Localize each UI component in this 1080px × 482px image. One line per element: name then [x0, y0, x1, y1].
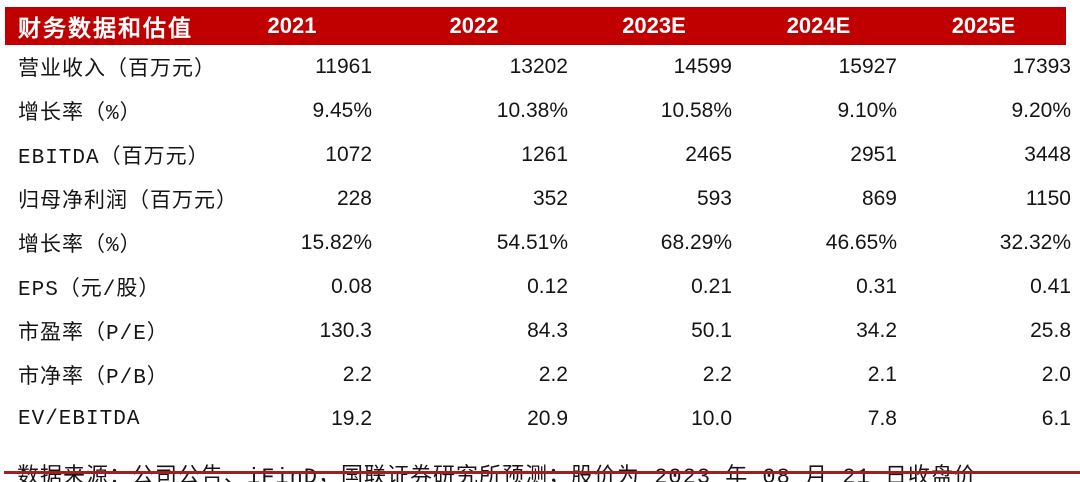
- table-title: 财务数据和估值: [5, 7, 208, 45]
- metric-label: EPS（元/股）: [18, 279, 161, 302]
- metric-value: 130.3: [319, 319, 372, 342]
- metric-value: 34.2: [856, 319, 897, 342]
- metric-value: 32.32%: [999, 231, 1071, 254]
- metric-label: 归母净利润（百万元）: [18, 191, 238, 214]
- metric-value: 15.82%: [300, 231, 372, 254]
- table-row-revenue-growth: 增长率（%） 9.45% 10.38% 10.58% 9.10% 9.20%: [5, 89, 1075, 133]
- column-header-2023e: 2023E: [572, 7, 736, 45]
- metric-label: 市净率（P/B）: [18, 367, 169, 390]
- metric-value: 54.51%: [496, 231, 568, 254]
- metric-value: 593: [696, 187, 732, 210]
- metric-value: 10.0: [691, 407, 732, 430]
- metric-value: 1150: [1025, 187, 1071, 210]
- table-row-pe: 市盈率（P/E） 130.3 84.3 50.1 34.2 25.8: [5, 309, 1075, 353]
- table-header-row: 财务数据和估值 2021 2022 2023E 2024E 2025E: [5, 7, 1080, 45]
- metric-value: 46.65%: [825, 231, 897, 254]
- column-header-2021: 2021: [208, 7, 376, 45]
- metric-value: 19.2: [331, 407, 372, 430]
- table-row-revenue: 营业收入（百万元） 11961 13202 14599 15927 17393: [5, 45, 1075, 89]
- metric-value: 13202: [509, 55, 568, 78]
- metric-value: 1261: [521, 143, 568, 166]
- bottom-divider: [4, 471, 1080, 474]
- table-row-ebitda: EBITDA（百万元） 1072 1261 2465 2951 3448: [5, 133, 1075, 177]
- metric-value: 50.1: [691, 319, 732, 342]
- metric-value: 10.58%: [660, 99, 732, 122]
- metric-value: 68.29%: [660, 231, 732, 254]
- metric-value: 14599: [673, 55, 732, 78]
- metric-label: EV/EBITDA: [18, 407, 141, 431]
- table-row-pb: 市净率（P/B） 2.2 2.2 2.2 2.1 2.0: [5, 353, 1075, 397]
- metric-label: EBITDA（百万元）: [18, 147, 210, 170]
- table-row-net-profit: 归母净利润（百万元） 228 352 593 869 1150: [5, 177, 1075, 221]
- metric-value: 2465: [685, 143, 732, 166]
- metric-value: 2.2: [702, 363, 732, 386]
- metric-value: 0.41: [1030, 275, 1071, 298]
- metric-value: 3448: [1024, 143, 1071, 166]
- table-row-profit-growth: 增长率（%） 15.82% 54.51% 68.29% 46.65% 32.32…: [5, 221, 1075, 265]
- financial-data-valuation-table: 财务数据和估值 2021 2022 2023E 2024E 2025E 营业收入…: [5, 7, 1080, 441]
- metric-value: 0.12: [527, 275, 568, 298]
- metric-value: 352: [532, 187, 568, 210]
- metric-value: 10.38%: [496, 99, 568, 122]
- metric-value: 2.2: [342, 363, 372, 386]
- metric-value: 6.1: [1041, 407, 1071, 430]
- metric-value: 9.10%: [837, 99, 897, 122]
- metric-label: 增长率（%）: [18, 235, 142, 258]
- table-row-ev-ebitda: EV/EBITDA 19.2 20.9 10.0 7.8 6.1: [5, 397, 1075, 441]
- metric-label: 市盈率（P/E）: [18, 323, 169, 346]
- metric-value: 2.1: [867, 363, 897, 386]
- metric-value: 17393: [1012, 55, 1071, 78]
- metric-value: 228: [336, 187, 372, 210]
- metric-value: 1072: [325, 143, 372, 166]
- metric-value: 2951: [850, 143, 897, 166]
- metric-value: 9.45%: [312, 99, 372, 122]
- metric-value: 2.2: [538, 363, 568, 386]
- metric-value: 7.8: [867, 407, 897, 430]
- metric-value: 0.31: [856, 275, 897, 298]
- metric-value: 20.9: [527, 407, 568, 430]
- column-header-2022: 2022: [376, 7, 572, 45]
- column-header-2025e: 2025E: [901, 7, 1080, 45]
- metric-value: 869: [861, 187, 897, 210]
- table-row-eps: EPS（元/股） 0.08 0.12 0.21 0.31 0.41: [5, 265, 1075, 309]
- metric-value: 11961: [315, 55, 372, 78]
- data-source-note: 数据来源：公司公告、iFinD，国联证券研究所预测；股价为 2023 年 08 …: [17, 458, 977, 482]
- metric-value: 15927: [838, 55, 897, 78]
- metric-value: 0.21: [691, 275, 732, 298]
- metric-value: 9.20%: [1011, 99, 1071, 122]
- column-header-2024e: 2024E: [736, 7, 901, 45]
- metric-value: 0.08: [331, 275, 372, 298]
- metric-value: 2.0: [1041, 363, 1071, 386]
- metric-label: 增长率（%）: [18, 103, 142, 126]
- metric-label: 营业收入（百万元）: [18, 59, 216, 82]
- metric-value: 25.8: [1030, 319, 1071, 342]
- metric-value: 84.3: [527, 319, 568, 342]
